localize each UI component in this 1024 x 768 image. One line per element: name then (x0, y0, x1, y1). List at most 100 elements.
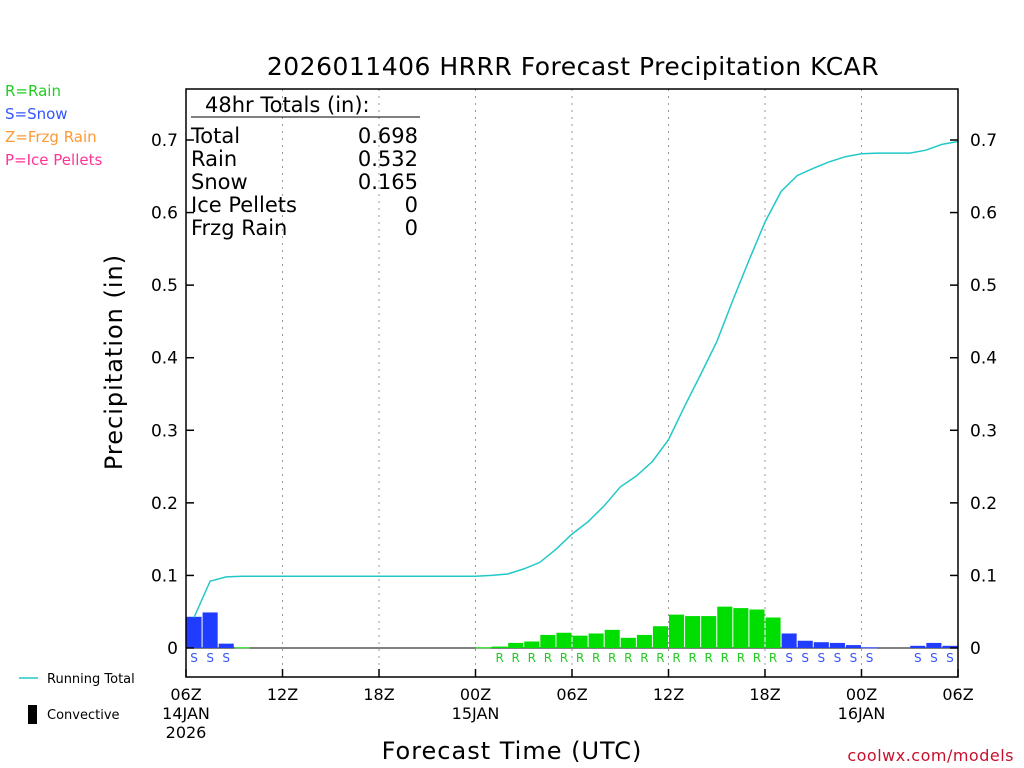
precip-bar (588, 633, 604, 648)
precip-type-legend: R=Rain S=Snow Z=Frzg Rain P=Ice Pellets (5, 82, 102, 169)
precip-bar (942, 645, 958, 648)
precip-type-label: S (930, 651, 938, 665)
precip-bar (926, 642, 942, 648)
precip-bar (669, 614, 685, 648)
y-tick-label: 0.2 (151, 494, 178, 514)
x-tick-label: 06Z (942, 685, 973, 704)
y-axis-label: Precipitation (in) (100, 254, 128, 470)
precip-type-label: R (672, 651, 680, 665)
precip-bar (797, 640, 813, 648)
y-tick-label: 0.1 (970, 566, 997, 586)
precip-type-label: R (495, 651, 503, 665)
x-tick-label: 18Z (363, 685, 394, 704)
grid-lines (186, 89, 958, 677)
totals-value: 0 (405, 193, 418, 217)
totals-value: 0 (405, 216, 418, 240)
y-tick-label: 0.7 (970, 131, 997, 151)
credit-text: coolwx.com/models (847, 746, 1014, 765)
precip-type-label: R (544, 651, 552, 665)
y-tick-label: 0.3 (970, 421, 997, 441)
precip-type-label: R (753, 651, 761, 665)
precip-type-label: S (222, 651, 230, 665)
precip-type-label: R (512, 651, 520, 665)
totals-box: 48hr Totals (in): Total 0.698 Rain 0.532 Snow… (190, 93, 420, 240)
precip-type-label: R (528, 651, 536, 665)
precip-bar (862, 647, 878, 649)
precip-type-label: R (640, 651, 648, 665)
x-tick-label: 06Z (170, 685, 201, 704)
y-axis-left: 0 0.1 0.2 0.3 0.4 0.5 0.6 0.7 (151, 131, 194, 659)
x-tick-label: 18Z (749, 685, 780, 704)
y-tick-label: 0.4 (970, 349, 997, 369)
precip-type-label: R (769, 651, 777, 665)
precip-bar (556, 632, 572, 648)
y-tick-label: 0.1 (151, 566, 178, 586)
y-tick-label: 0 (970, 639, 981, 659)
running-total-line (193, 140, 959, 618)
chart-title: 2026011406 HRRR Forecast Precipitation K… (267, 52, 879, 81)
precip-type-label: R (688, 651, 696, 665)
x-tick-label: 12Z (653, 685, 684, 704)
precip-bar (910, 645, 926, 648)
precip-type-label: S (914, 651, 922, 665)
x-tick-label: 06Z (556, 685, 587, 704)
totals-header: 48hr Totals (in): (205, 93, 370, 117)
y-tick-label: 0.3 (151, 421, 178, 441)
precip-type-label: R (721, 651, 729, 665)
x-axis-label: Forecast Time (UTC) (382, 737, 643, 765)
ptype-legend-item: P=Ice Pellets (5, 151, 102, 169)
totals-label: Frzg Rain (191, 216, 287, 240)
precip-type-label: R (624, 651, 632, 665)
precip-bar (652, 626, 668, 648)
series-legend-label: Convective (47, 708, 120, 723)
series-legend: Running Total Convective (19, 672, 135, 724)
totals-label: Ice Pellets (191, 193, 297, 217)
precip-bar (845, 645, 861, 648)
precip-bar (492, 646, 508, 648)
precip-type-label: R (737, 651, 745, 665)
y-axis-right: 0 0.1 0.2 0.3 0.4 0.5 0.6 0.7 (950, 131, 997, 659)
x-tick-date: 16JAN (838, 704, 886, 723)
totals-label: Rain (191, 147, 237, 171)
ptype-legend-item: Z=Frzg Rain (5, 128, 97, 146)
y-tick-label: 0.5 (151, 276, 178, 296)
precip-type-label: S (946, 651, 954, 665)
precip-bar (733, 608, 749, 648)
convective-legend-swatch (28, 705, 37, 724)
precip-type-label: S (834, 651, 842, 665)
precip-bar (186, 616, 202, 648)
totals-value: 0.165 (358, 170, 418, 194)
precip-type-label: R (705, 651, 713, 665)
x-tick-date: 15JAN (452, 704, 500, 723)
precip-type-label: R (576, 651, 584, 665)
precip-type-label: S (206, 651, 214, 665)
precip-type-label: R (592, 651, 600, 665)
y-tick-label: 0.2 (970, 494, 997, 514)
totals-value: 0.698 (358, 124, 418, 148)
precip-bar (717, 606, 733, 648)
precip-bar (636, 634, 652, 648)
precip-bar (572, 635, 588, 648)
x-tick-year: 2026 (166, 723, 207, 742)
y-tick-label: 0.6 (151, 204, 178, 224)
precip-bar (620, 637, 636, 648)
ptype-legend-item: S=Snow (5, 105, 68, 123)
y-tick-label: 0.6 (970, 204, 997, 224)
precip-type-label: S (866, 651, 874, 665)
precip-bar (813, 642, 829, 648)
y-tick-label: 0.5 (970, 276, 997, 296)
precip-bar (476, 647, 492, 649)
precip-bar (202, 612, 218, 648)
precip-bar (685, 616, 701, 648)
x-tick-label: 12Z (267, 685, 298, 704)
x-tick-label: 00Z (460, 685, 491, 704)
precip-bar (508, 642, 524, 648)
precip-bar (701, 616, 717, 648)
precip-type-label: S (850, 651, 858, 665)
series-legend-label: Running Total (47, 672, 135, 687)
precip-type-label: S (817, 651, 825, 665)
precip-type-label: R (560, 651, 568, 665)
